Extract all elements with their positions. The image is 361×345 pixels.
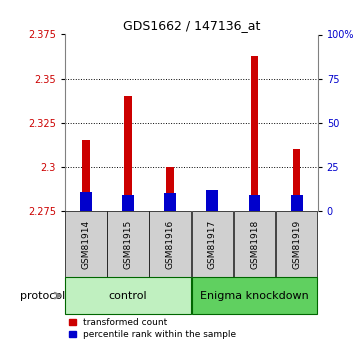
Text: protocol: protocol [20, 290, 65, 300]
Title: GDS1662 / 147136_at: GDS1662 / 147136_at [123, 19, 260, 32]
Bar [82, 140, 90, 210]
Legend: transformed count, percentile rank within the sample: transformed count, percentile rank withi… [70, 318, 236, 339]
Bar [251, 56, 258, 210]
Bar [124, 96, 132, 210]
Text: GSM81917: GSM81917 [208, 219, 217, 269]
Text: GSM81915: GSM81915 [124, 219, 132, 269]
Bar [164, 193, 176, 210]
Text: GSM81919: GSM81919 [292, 219, 301, 269]
Bar [65, 210, 107, 277]
Text: GSM81918: GSM81918 [250, 219, 259, 269]
Text: control: control [109, 290, 147, 300]
Text: GSM81914: GSM81914 [82, 219, 91, 268]
Bar [166, 167, 174, 210]
Text: Enigma knockdown: Enigma knockdown [200, 290, 309, 300]
Bar [65, 277, 191, 314]
Bar [206, 190, 218, 210]
Bar [122, 195, 134, 210]
Bar [276, 210, 317, 277]
Bar [291, 195, 303, 210]
Bar [192, 277, 317, 314]
Bar [192, 210, 233, 277]
Bar [234, 210, 275, 277]
Bar [80, 192, 92, 210]
Bar [209, 207, 216, 210]
Bar [149, 210, 191, 277]
Bar [107, 210, 149, 277]
Text: GSM81916: GSM81916 [166, 219, 175, 269]
Bar [249, 195, 260, 210]
Bar [293, 149, 300, 210]
